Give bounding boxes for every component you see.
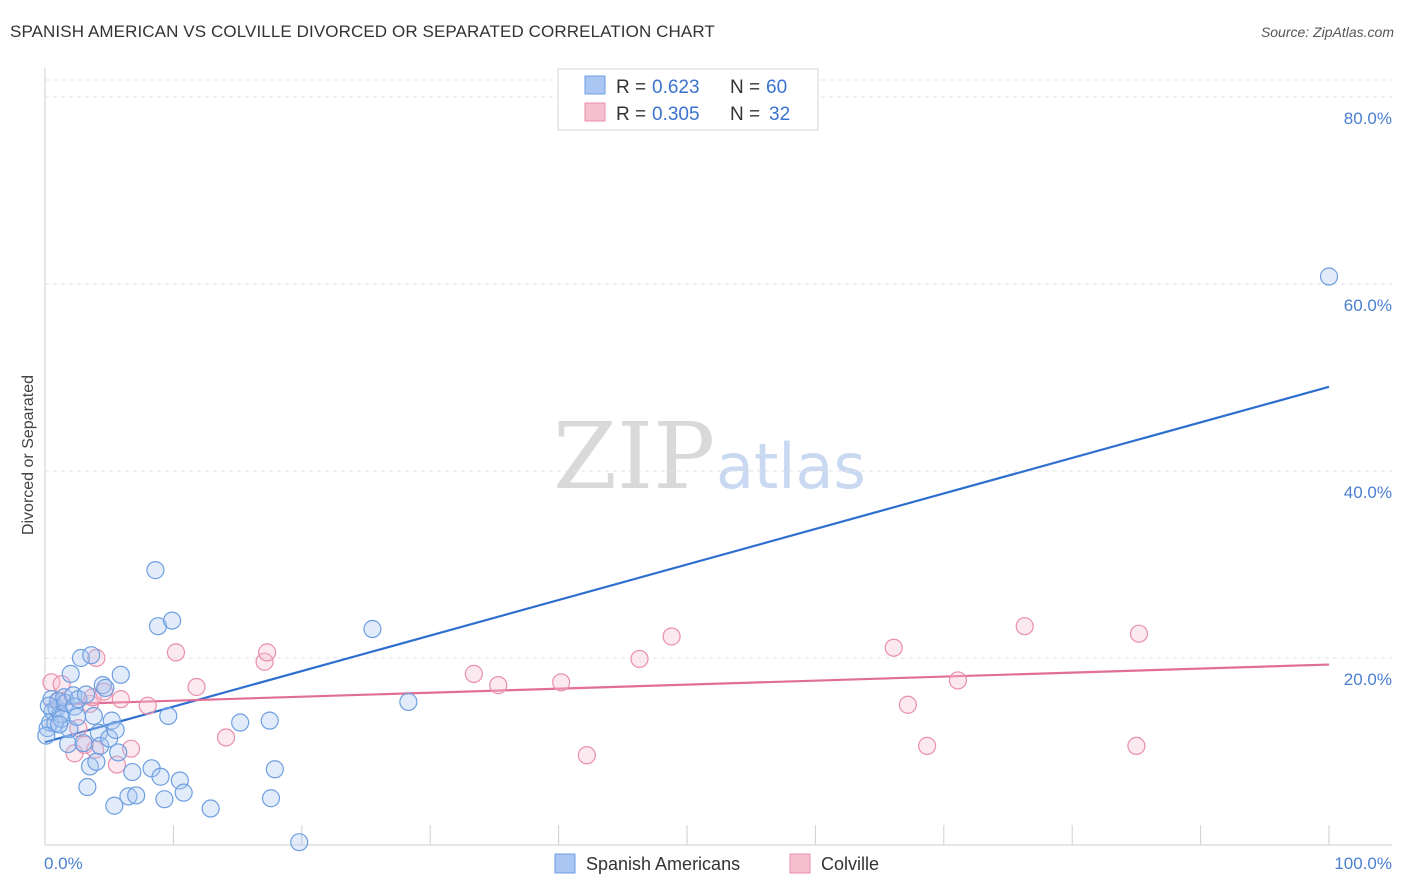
point-spanish-americans — [76, 685, 96, 704]
point-spanish-americans — [151, 767, 170, 786]
point-spanish-americans — [96, 678, 115, 698]
point-spanish-americans — [123, 762, 142, 782]
y-tick-label: 80.0% — [1344, 109, 1392, 128]
y-tick-label: 40.0% — [1344, 483, 1392, 502]
point-spanish-americans — [119, 787, 138, 806]
source-credit: Source: ZipAtlas.com — [1260, 24, 1394, 40]
legend-r-value: 0.623 — [652, 77, 700, 98]
point-spanish-americans — [82, 646, 101, 665]
point-spanish-americans — [84, 706, 103, 726]
x-tick-label: 0.0% — [44, 854, 83, 873]
point-colville — [1129, 624, 1149, 643]
point-spanish-americans — [109, 743, 128, 762]
point-colville — [1127, 736, 1146, 755]
legend-r-label: R = — [616, 77, 646, 98]
point-spanish-americans — [260, 711, 279, 730]
point-spanish-americans — [106, 720, 125, 740]
point-spanish-americans — [163, 611, 182, 630]
watermark-zip: ZIP — [553, 403, 715, 510]
point-spanish-americans — [67, 707, 87, 727]
point-colville — [918, 736, 937, 755]
point-colville — [166, 643, 186, 662]
legend-r-value: 0.305 — [652, 104, 700, 125]
point-spanish-americans — [399, 692, 418, 712]
point-colville — [138, 696, 157, 715]
correlation-legend: R = 0.623 N = 60 R = 0.305 N = 32 — [557, 68, 819, 131]
legend-n-value: 32 — [769, 104, 790, 125]
legend-swatch-spanish-americans — [554, 853, 576, 874]
point-spanish-americans — [105, 796, 124, 815]
point-colville — [552, 673, 571, 692]
point-spanish-americans — [71, 648, 91, 668]
point-colville — [87, 648, 106, 668]
point-colville — [662, 627, 681, 646]
point-colville — [489, 676, 508, 695]
point-spanish-americans — [37, 726, 56, 745]
point-spanish-americans — [159, 706, 178, 726]
point-spanish-americans — [146, 561, 165, 580]
point-spanish-americans — [78, 777, 97, 797]
point-spanish-americans — [174, 783, 193, 802]
point-spanish-americans — [61, 664, 80, 683]
point-spanish-americans — [74, 733, 93, 753]
y-tick-label: 20.0% — [1344, 670, 1392, 689]
point-colville — [258, 643, 277, 662]
legend-n-label: N = — [730, 77, 760, 98]
axes: 20.0% 40.0% 60.0% 80.0% 0.0% 100.0% — [44, 68, 1392, 873]
trend-lines — [44, 385, 1330, 744]
legend-label-spanish-americans: Spanish Americans — [586, 854, 740, 874]
point-spanish-americans — [87, 752, 106, 771]
x-tick-label: 100.0% — [1334, 854, 1392, 873]
point-spanish-americans — [111, 665, 130, 684]
y-tick-label: 60.0% — [1344, 296, 1392, 315]
point-spanish-americans — [155, 790, 174, 809]
chart-title: SPANISH AMERICAN VS COLVILLE DIVORCED OR… — [10, 22, 715, 41]
point-spanish-americans — [102, 711, 121, 730]
point-colville — [884, 638, 903, 657]
point-colville — [187, 677, 206, 697]
point-colville — [630, 649, 649, 669]
point-spanish-americans — [59, 734, 78, 754]
point-spanish-americans — [261, 789, 281, 808]
legend-label-colville: Colville — [821, 854, 879, 874]
y-axis-label: Divorced or Separated — [20, 375, 37, 535]
trend-line-spanish-americans — [44, 385, 1330, 744]
point-colville — [464, 664, 483, 683]
point-spanish-americans — [1319, 267, 1339, 286]
legend-swatch-colville — [584, 102, 606, 122]
point-colville — [1015, 617, 1034, 636]
point-colville — [948, 671, 968, 690]
point-spanish-americans — [93, 676, 112, 695]
legend-swatch-spanish-americans — [584, 75, 606, 95]
watermark-atlas: atlas — [716, 430, 866, 503]
point-colville — [111, 690, 130, 709]
legend-n-label: N = — [730, 104, 760, 125]
point-spanish-americans — [290, 833, 309, 852]
point-colville — [898, 695, 917, 714]
point-spanish-americans — [201, 799, 220, 818]
point-spanish-americans — [231, 713, 250, 732]
legend-swatch-colville — [789, 853, 811, 874]
legend-n-value: 60 — [766, 77, 787, 98]
point-spanish-americans — [55, 688, 74, 707]
point-spanish-americans — [363, 619, 382, 639]
point-spanish-americans — [50, 715, 69, 734]
legend-r-label: R = — [616, 104, 646, 125]
data-points — [37, 267, 1339, 852]
trend-line-colville — [44, 663, 1330, 706]
point-colville — [577, 746, 596, 765]
point-colville — [216, 728, 236, 747]
gridlines — [45, 79, 1392, 659]
series-legend: Spanish Americans Colville — [554, 853, 879, 874]
point-spanish-americans — [39, 696, 58, 715]
point-spanish-americans — [265, 760, 284, 779]
point-spanish-americans — [127, 786, 146, 805]
